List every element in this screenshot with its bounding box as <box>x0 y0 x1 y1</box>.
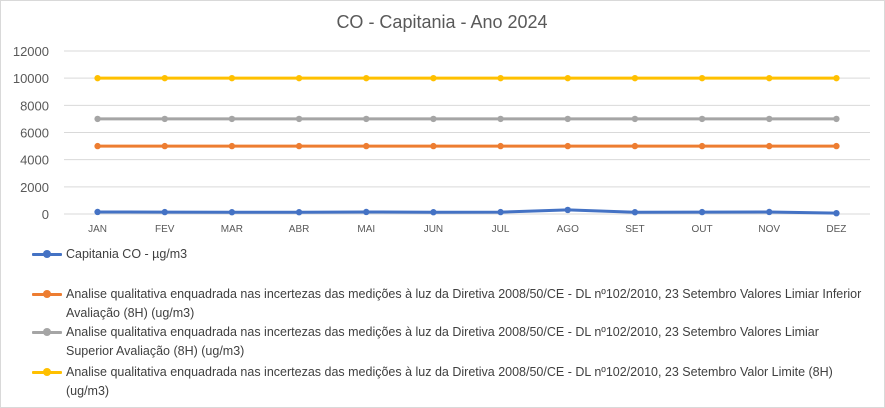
y-tick-label: 2000 <box>20 180 49 195</box>
data-point <box>631 115 639 123</box>
chart-plot: CO - Capitania - Ano 2024 0 2000 4000 6000 8… <box>13 12 870 235</box>
data-point <box>430 142 437 150</box>
data-point <box>430 115 437 123</box>
data-point <box>698 208 706 216</box>
legend-marker <box>32 248 62 260</box>
data-point <box>833 142 840 150</box>
x-tick-label: JAN <box>88 224 107 235</box>
y-tick-label: 10000 <box>13 71 49 86</box>
x-tick-label: DEZ <box>826 224 846 235</box>
data-point <box>295 142 303 150</box>
x-tick-label: NOV <box>758 224 780 235</box>
data-point <box>564 206 571 214</box>
data-point <box>228 115 236 123</box>
data-point <box>94 208 101 216</box>
data-point <box>698 74 706 82</box>
data-point <box>161 142 168 150</box>
data-point <box>295 209 303 216</box>
legend-label: Analise qualitativa enquadrada nas incer… <box>66 365 833 398</box>
y-tick-label: 4000 <box>20 153 49 168</box>
data-point <box>698 142 706 150</box>
y-tick-label: 6000 <box>20 126 49 141</box>
x-tick-label: ABR <box>289 224 310 235</box>
data-point <box>94 115 101 123</box>
data-point <box>497 74 504 82</box>
data-point <box>228 142 236 150</box>
legend-marker <box>32 326 62 338</box>
data-point <box>363 115 370 123</box>
data-point <box>766 208 773 216</box>
series-0 <box>94 206 840 217</box>
series-1 <box>94 142 840 150</box>
x-tick-label: FEV <box>155 224 175 235</box>
legend-label: Analise qualitativa enquadrada nas incer… <box>66 325 819 358</box>
data-point <box>766 74 773 82</box>
data-point <box>698 115 706 123</box>
data-point <box>94 74 101 82</box>
data-point <box>766 115 773 123</box>
y-tick-label: 8000 <box>20 98 49 113</box>
data-point <box>295 74 303 82</box>
data-point <box>631 142 639 150</box>
data-point <box>228 209 236 216</box>
data-point <box>430 74 437 82</box>
data-point <box>94 142 101 150</box>
data-point <box>564 115 571 123</box>
data-point <box>631 74 639 82</box>
legend-marker <box>32 366 62 378</box>
x-tick-label: MAR <box>221 224 243 235</box>
y-tick-label: 12000 <box>13 44 49 59</box>
legend-label: Analise qualitativa enquadrada nas incer… <box>66 287 862 320</box>
data-point <box>228 74 236 82</box>
data-point <box>430 209 437 216</box>
data-point <box>631 209 639 216</box>
x-tick-label: SET <box>625 224 644 235</box>
y-tick-label: 0 <box>42 207 49 222</box>
data-point <box>564 142 571 150</box>
data-point <box>295 115 303 123</box>
data-point <box>766 142 773 150</box>
legend-label: Capitania CO - µg/m3 <box>66 247 188 261</box>
data-point <box>363 208 370 216</box>
data-point <box>363 142 370 150</box>
x-tick-label: AGO <box>557 224 579 235</box>
data-point <box>161 115 168 123</box>
x-tick-label: JUL <box>492 224 510 235</box>
series-line <box>96 208 838 215</box>
legend-marker <box>32 288 62 300</box>
x-tick-label: MAI <box>357 224 375 235</box>
data-point <box>497 115 504 123</box>
series-2 <box>94 115 840 123</box>
chart-title: CO - Capitania - Ano 2024 <box>336 12 547 32</box>
data-point <box>497 142 504 150</box>
data-point <box>833 115 840 123</box>
x-tick-label: OUT <box>692 224 713 235</box>
data-point <box>497 208 504 216</box>
data-point <box>363 74 370 82</box>
data-point <box>833 74 840 82</box>
series-3 <box>94 74 840 82</box>
data-point <box>161 74 168 82</box>
data-point <box>833 209 840 217</box>
data-point <box>564 74 571 82</box>
x-tick-label: JUN <box>424 224 443 235</box>
data-point <box>161 208 168 216</box>
